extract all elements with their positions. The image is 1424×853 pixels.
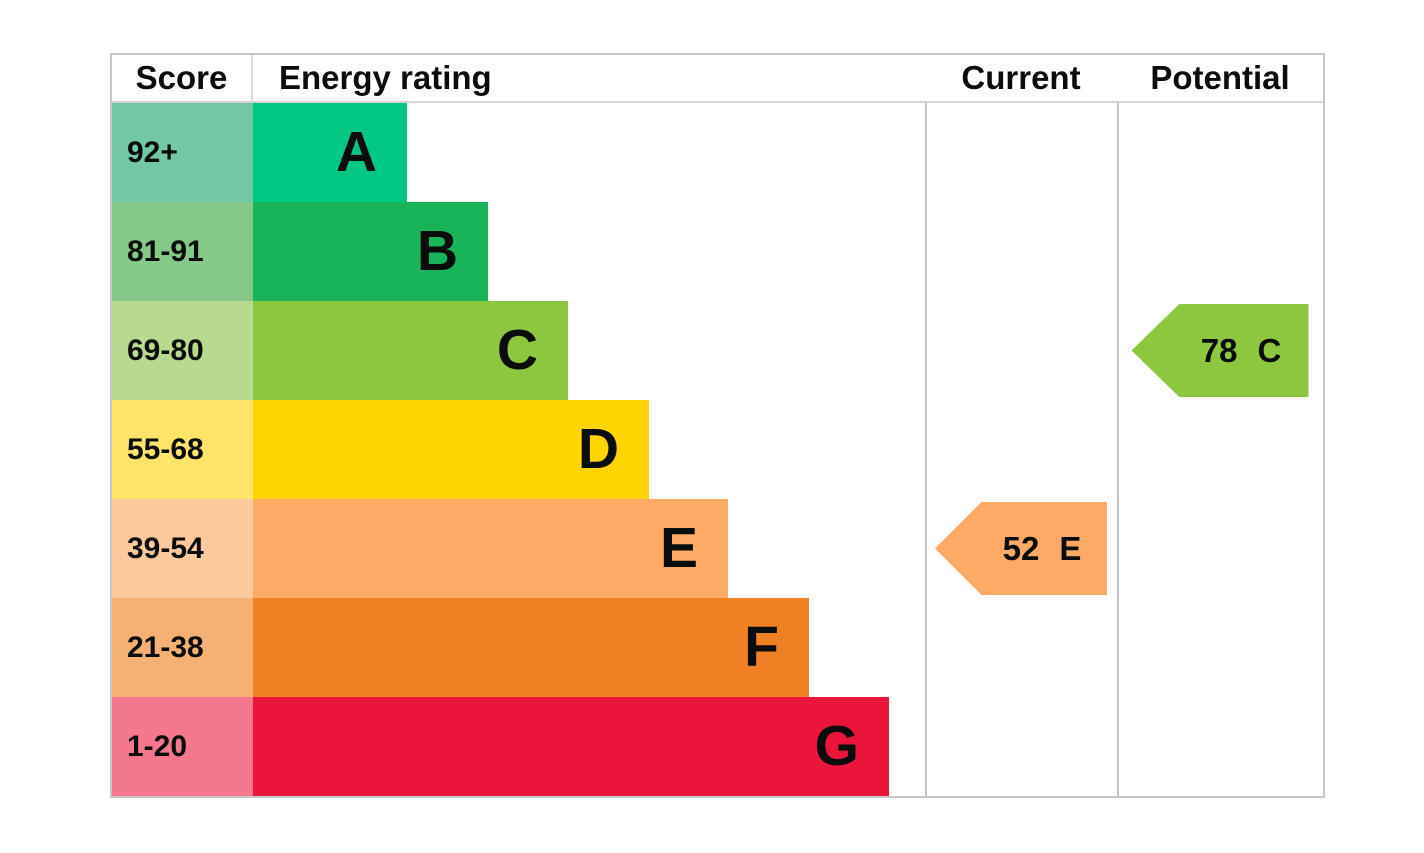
score-cell-b: 81-91 [112, 202, 253, 301]
rating-bar-b: B [253, 202, 488, 301]
band-letter-c: C [496, 318, 538, 382]
potential-score-value: 78 [1200, 331, 1238, 369]
band-letter-g: G [814, 714, 859, 778]
header-score: Score [112, 55, 253, 103]
score-cell-d: 55-68 [112, 400, 253, 499]
current-column-divider [925, 55, 1117, 796]
band-letter-a: A [335, 120, 377, 184]
bar-cell-d: D [253, 400, 925, 499]
rating-bar-a: A [253, 103, 407, 202]
bar-cell-g: G [253, 697, 925, 796]
bar-cell-a: A [253, 103, 925, 202]
header-potential: Potential [1117, 55, 1323, 103]
current-rating-label: 52 E [935, 530, 1107, 568]
rating-bar-c: C [253, 301, 568, 400]
band-letter-e: E [659, 516, 698, 580]
band-letter-b: B [416, 219, 458, 283]
rating-bar-d: D [253, 400, 649, 499]
epc-rating-chart: Score Energy rating Current Potential 92… [110, 53, 1325, 798]
rating-bar-e: E [253, 499, 728, 598]
score-cell-c: 69-80 [112, 301, 253, 400]
current-band-letter: E [1059, 529, 1082, 567]
score-cell-g: 1-20 [112, 697, 253, 796]
rating-bar-g: G [253, 697, 889, 796]
potential-rating-label: 78 C [1132, 332, 1309, 370]
band-letter-f: F [744, 615, 779, 679]
bar-cell-c: C [253, 301, 925, 400]
band-letter-d: D [577, 417, 619, 481]
bar-cell-b: B [253, 202, 925, 301]
rating-bar-f: F [253, 598, 809, 697]
potential-column-divider [1117, 55, 1323, 796]
current-score-value: 52 [1002, 529, 1040, 567]
potential-rating-arrow: 78 C [1131, 304, 1309, 397]
score-cell-a: 92+ [112, 103, 253, 202]
current-rating-arrow: 52 E [935, 502, 1107, 595]
potential-band-letter: C [1257, 331, 1282, 369]
score-cell-e: 39-54 [112, 499, 253, 598]
header-energy-rating: Energy rating [253, 55, 925, 103]
bar-cell-f: F [253, 598, 925, 697]
bar-cell-e: E [253, 499, 925, 598]
header-current: Current [925, 55, 1117, 103]
score-cell-f: 21-38 [112, 598, 253, 697]
